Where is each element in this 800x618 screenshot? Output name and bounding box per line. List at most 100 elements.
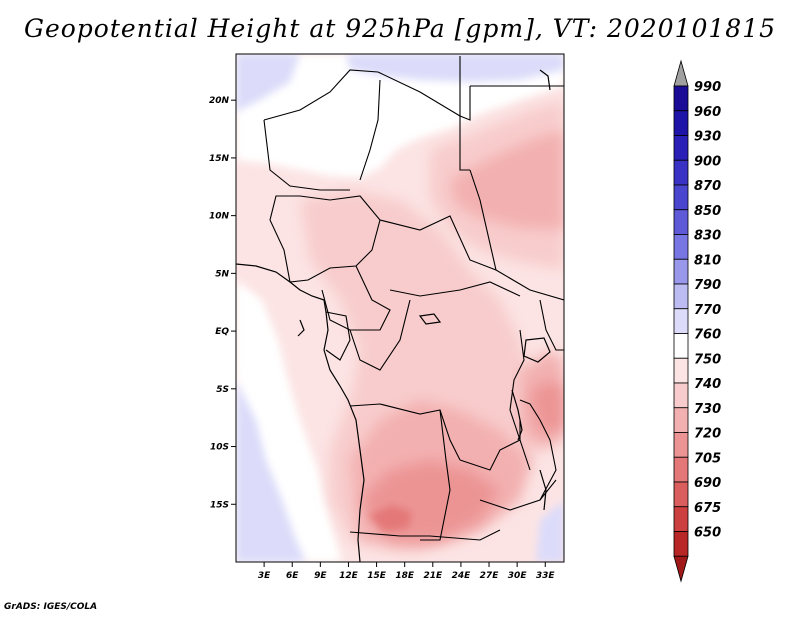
lon-tick-label: 18E [395, 571, 415, 581]
border-congo [349, 299, 411, 371]
border-uganda-kenya [539, 299, 564, 351]
coast-lake-tanganyika [511, 389, 523, 441]
colorbar-label: 790 [694, 278, 721, 293]
lon-tick-label: 15E [367, 571, 387, 581]
colorbar: 990 960 930 900 870 850 830 810 790 770 760 750 740 7… [673, 59, 721, 583]
lon-tick-label: 24E [452, 571, 472, 581]
coast-lake-victoria [523, 337, 551, 363]
colorbar-swatch [673, 184, 689, 211]
border-east-lakes [509, 329, 531, 471]
lon-tick-label: 12E [339, 571, 359, 581]
colorbar-swatch [673, 135, 689, 161]
map-frame [235, 53, 565, 563]
lat-tick-label: 15N [209, 154, 230, 164]
colorbar-swatch [673, 333, 689, 359]
colorbar-top-arrow [673, 59, 689, 87]
border-tanzania [539, 419, 557, 501]
contour-770-southeast [536, 500, 564, 562]
colorbar-bottom-arrow [673, 555, 689, 583]
border-drc-angola [349, 403, 461, 461]
border-niger-chad [359, 79, 381, 181]
border-zambia-drc [459, 420, 521, 471]
colorbar-label: 810 [694, 253, 721, 268]
border-zambia-zimbabwe [479, 479, 557, 511]
colorbar-label: 850 [694, 204, 721, 219]
colorbar-label: 930 [694, 130, 721, 145]
country-borders [263, 56, 564, 541]
colorbar-label: 760 [694, 328, 721, 343]
colorbar-swatch [673, 432, 689, 458]
latitude-axis: 20N 15N 10N 5N EQ 5S 10S 15S [209, 96, 236, 510]
colorbar-swatch [673, 407, 689, 433]
border-gabon [325, 311, 351, 361]
colorbar-swatch [673, 357, 689, 384]
coast-west-africa [236, 263, 365, 562]
colorbar-swatch [673, 506, 689, 532]
lon-tick-label: 9E [314, 571, 327, 581]
colorbar-label: 740 [694, 377, 721, 392]
lon-tick-label: 33E [536, 571, 556, 581]
contour-770-northeast [346, 54, 564, 82]
colorbar-label: 690 [694, 476, 721, 491]
coast-small-lake [418, 313, 442, 325]
coast-red-sea [539, 69, 551, 91]
contour-720-east [530, 380, 564, 432]
colorbar-swatch [673, 209, 689, 235]
colorbar-swatch [673, 283, 689, 310]
colorbar-label: 730 [694, 402, 721, 417]
contour-730-northeast [450, 130, 564, 230]
border-burundi [519, 399, 541, 421]
colorbar-label: 720 [694, 427, 721, 442]
colorbar-swatch [673, 234, 689, 260]
coast-lake-malawi [539, 469, 547, 511]
colorbar-label: 770 [694, 303, 721, 318]
colorbar-label: 650 [694, 526, 721, 541]
longitude-axis: 3E 6E 9E 12E 15E 18E 21E 24E 27E 30E 33E [258, 562, 556, 581]
contour-770-northwest [236, 54, 300, 112]
contour-760-north [236, 54, 564, 178]
coast-bight [297, 319, 305, 337]
border-chad-car [379, 215, 497, 271]
colorbar-label: 750 [694, 352, 721, 367]
credit-label: GrADS: IGES/COLA [4, 602, 98, 612]
colorbar-swatch [673, 85, 689, 112]
lat-tick-label: 10S [210, 443, 229, 453]
lon-tick-label: 6E [286, 571, 299, 581]
contour-705-core [368, 505, 412, 532]
border-angola-zambia [420, 409, 451, 541]
lat-tick-label: 5N [215, 269, 229, 279]
colorbar-label: 900 [694, 154, 721, 169]
colorbar-label: 870 [694, 179, 721, 194]
colorbar-swatch [673, 382, 689, 409]
colorbar-label: 830 [694, 229, 721, 244]
colorbar-swatch [673, 258, 689, 285]
colorbar-swatch [673, 481, 689, 508]
lat-tick-label: 20N [209, 96, 230, 106]
colorbar-swatch [673, 531, 689, 557]
border-namibia [349, 529, 501, 541]
border-sudan [469, 169, 564, 301]
border-cameroon [321, 265, 391, 331]
lat-tick-label: 5S [216, 385, 229, 395]
colorbar-label: 705 [694, 451, 721, 466]
border-libya-chad [459, 56, 470, 171]
lon-tick-label: 21E [423, 571, 443, 581]
contour-770-southwest [236, 380, 306, 562]
lat-tick-label: EQ [215, 327, 229, 337]
colorbar-label: 990 [694, 80, 721, 95]
height-field [236, 54, 564, 562]
border-algeria-niger [263, 69, 461, 121]
border-mali-niger [263, 119, 350, 191]
colorbar-swatch [673, 159, 689, 186]
lat-tick-label: 10N [209, 212, 230, 222]
lon-tick-label: 27E [480, 571, 500, 581]
map-title: Geopotential Height at 925hPa [gpm], VT:… [23, 14, 777, 43]
colorbar-swatch [673, 456, 689, 483]
colorbar-label: 675 [694, 501, 721, 516]
lon-tick-label: 3E [258, 571, 271, 581]
colorbar-label: 960 [694, 105, 721, 120]
border-car-drc [389, 281, 521, 297]
coastlines [236, 69, 551, 562]
border-egypt [459, 86, 471, 121]
